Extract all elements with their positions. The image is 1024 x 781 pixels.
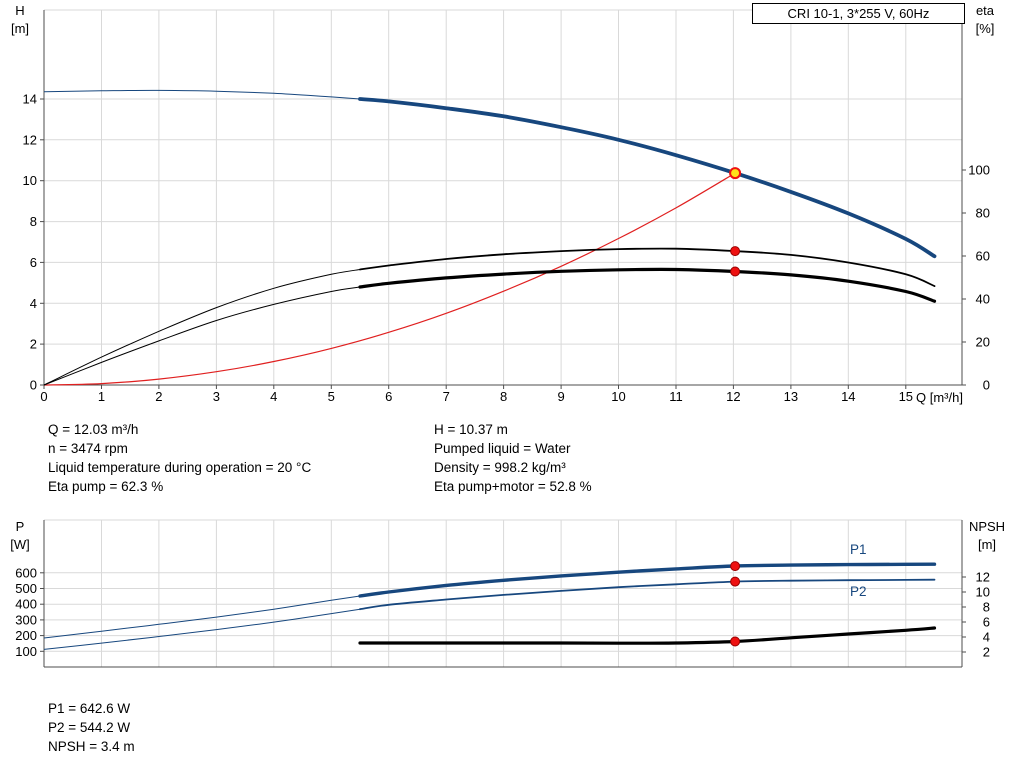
right-axis-tick-label: 2 xyxy=(983,645,990,660)
q-axis-label: Q [m³/h] xyxy=(916,390,963,405)
npsh-value: NPSH = 3.4 m xyxy=(48,739,135,754)
p1-curve-label: P1 xyxy=(850,542,867,557)
right-axis-tick-label: 6 xyxy=(983,615,990,630)
eta-pump-motor-dot xyxy=(730,266,741,277)
left-axis-tick-label: 400 xyxy=(15,597,37,612)
x-axis-tick-label: 5 xyxy=(328,389,335,404)
npsh-axis-title: NPSH xyxy=(968,519,1006,534)
head-value: H = 10.37 m xyxy=(434,422,508,437)
p1-curve xyxy=(358,562,937,598)
p-axis-header: P [W] xyxy=(2,518,38,554)
p1-value: P1 = 642.6 W xyxy=(48,701,131,716)
h-axis-header: H [m] xyxy=(2,2,38,38)
left-axis-tick-label: 8 xyxy=(30,214,37,229)
x-axis-tick-label: 6 xyxy=(385,389,392,404)
operating-data-right: H = 10.37 m Pumped liquid = Water Densit… xyxy=(434,420,592,496)
speed-value: n = 3474 rpm xyxy=(48,441,128,456)
power-npsh-data: P1 = 642.6 W P2 = 544.2 W NPSH = 3.4 m xyxy=(48,699,135,756)
eta-axis-unit: [%] xyxy=(975,21,995,36)
h-axis-title: H xyxy=(15,3,25,18)
p2-dot xyxy=(730,576,741,587)
eta-axis-title: eta xyxy=(975,3,995,18)
right-axis-tick-label: 40 xyxy=(976,292,990,307)
flow-value: Q = 12.03 m³/h xyxy=(48,422,139,437)
system-curve xyxy=(43,172,736,386)
p2-value: P2 = 544.2 W xyxy=(48,720,131,735)
pumped-liquid-value: Pumped liquid = Water xyxy=(434,441,571,456)
left-axis-tick-label: 10 xyxy=(23,173,37,188)
left-axis-tick-label: 200 xyxy=(15,628,37,643)
right-axis-tick-label: 100 xyxy=(968,163,990,178)
h-curve-thin xyxy=(43,89,361,100)
eta-axis-header: eta [%] xyxy=(962,2,1008,38)
left-axis-tick-label: 500 xyxy=(15,581,37,596)
density-value: Density = 998.2 kg/m³ xyxy=(434,460,566,475)
npsh-axis-unit: [m] xyxy=(977,537,997,552)
left-axis-tick-label: 6 xyxy=(30,255,37,270)
right-axis-tick-label: 12 xyxy=(976,570,990,585)
x-axis-tick-label: 9 xyxy=(557,389,564,404)
operating-point-marker xyxy=(729,167,742,180)
left-axis-tick-label: 600 xyxy=(15,565,37,580)
x-axis-tick-label: 11 xyxy=(669,389,683,404)
right-axis-tick-label: 4 xyxy=(983,630,990,645)
x-axis-tick-label: 2 xyxy=(155,389,162,404)
left-axis-tick-label: 4 xyxy=(30,296,37,311)
right-axis-tick-label: 10 xyxy=(976,585,990,600)
p2-curve xyxy=(359,578,936,611)
p-axis-title: P xyxy=(15,519,25,534)
p2-curve-thin xyxy=(43,608,361,650)
npsh-curve xyxy=(358,626,937,645)
x-axis-tick-label: 4 xyxy=(270,389,277,404)
p2-curve-label: P2 xyxy=(850,584,867,599)
left-axis-tick-label: 12 xyxy=(23,132,37,147)
operating-data-left: Q = 12.03 m³/h n = 3474 rpm Liquid tempe… xyxy=(48,420,311,496)
x-axis-tick-label: 10 xyxy=(611,389,625,404)
liquid-temperature-value: Liquid temperature during operation = 20… xyxy=(48,460,312,475)
x-axis-tick-label: 13 xyxy=(784,389,798,404)
x-axis-tick-label: 3 xyxy=(213,389,220,404)
x-axis-tick-label: 1 xyxy=(98,389,105,404)
p1-dot xyxy=(730,561,741,572)
h-axis-unit: [m] xyxy=(10,21,30,36)
p-axis-unit: [W] xyxy=(10,537,30,552)
npsh-axis-header: NPSH [m] xyxy=(958,518,1016,554)
x-axis-tick-label: 7 xyxy=(443,389,450,404)
x-axis-tick-label: 12 xyxy=(726,389,740,404)
eta-pump-motor-curve xyxy=(358,267,937,303)
right-axis-tick-label: 60 xyxy=(976,249,990,264)
p1-curve-thin xyxy=(43,595,361,639)
right-axis-tick-label: 20 xyxy=(976,335,990,350)
left-axis-tick-label: 0 xyxy=(30,378,37,393)
left-axis-tick-label: 100 xyxy=(15,644,37,659)
left-axis-tick-label: 2 xyxy=(30,337,37,352)
right-axis-tick-label: 80 xyxy=(976,206,990,221)
eta-pump-dot xyxy=(730,246,741,257)
eta-pump-motor-value: Eta pump+motor = 52.8 % xyxy=(434,479,592,494)
x-axis-tick-label: 15 xyxy=(899,389,913,404)
x-axis-tick-label: 0 xyxy=(40,389,47,404)
eta-pump-value: Eta pump = 62.3 % xyxy=(48,479,164,494)
left-axis-tick-label: 14 xyxy=(23,92,37,107)
eta-pump-curve xyxy=(359,247,936,287)
right-axis-tick-label: 8 xyxy=(983,600,990,615)
left-axis-tick-label: 300 xyxy=(15,612,37,627)
right-axis-tick-label: 0 xyxy=(983,378,990,393)
eta-pump-curve-thin xyxy=(43,269,361,386)
x-axis-tick-label: 14 xyxy=(841,389,855,404)
pump-title: CRI 10-1, 3*255 V, 60Hz xyxy=(752,3,965,24)
x-axis-tick-label: 8 xyxy=(500,389,507,404)
npsh-dot xyxy=(730,636,741,647)
h-curve xyxy=(358,97,937,259)
eta-pump-motor-curve-thin xyxy=(43,286,361,386)
